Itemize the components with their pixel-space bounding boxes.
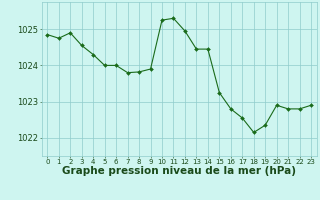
X-axis label: Graphe pression niveau de la mer (hPa): Graphe pression niveau de la mer (hPa)	[62, 166, 296, 176]
